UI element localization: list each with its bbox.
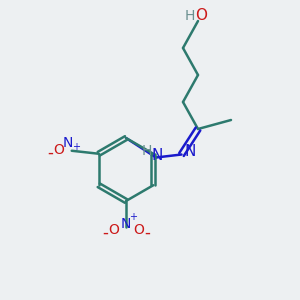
Text: O: O	[108, 223, 119, 236]
Text: N: N	[184, 144, 196, 159]
Text: H: H	[184, 9, 195, 22]
Text: H: H	[142, 144, 152, 158]
Text: N: N	[121, 217, 131, 230]
Text: N: N	[152, 148, 163, 164]
Text: -: -	[47, 144, 53, 162]
Text: N: N	[63, 136, 73, 150]
Text: O: O	[133, 223, 144, 236]
Text: -: -	[102, 224, 108, 242]
Text: -: -	[144, 224, 150, 242]
Text: O: O	[195, 8, 207, 23]
Text: O: O	[54, 143, 64, 157]
Text: +: +	[130, 212, 137, 222]
Text: +: +	[72, 142, 80, 152]
